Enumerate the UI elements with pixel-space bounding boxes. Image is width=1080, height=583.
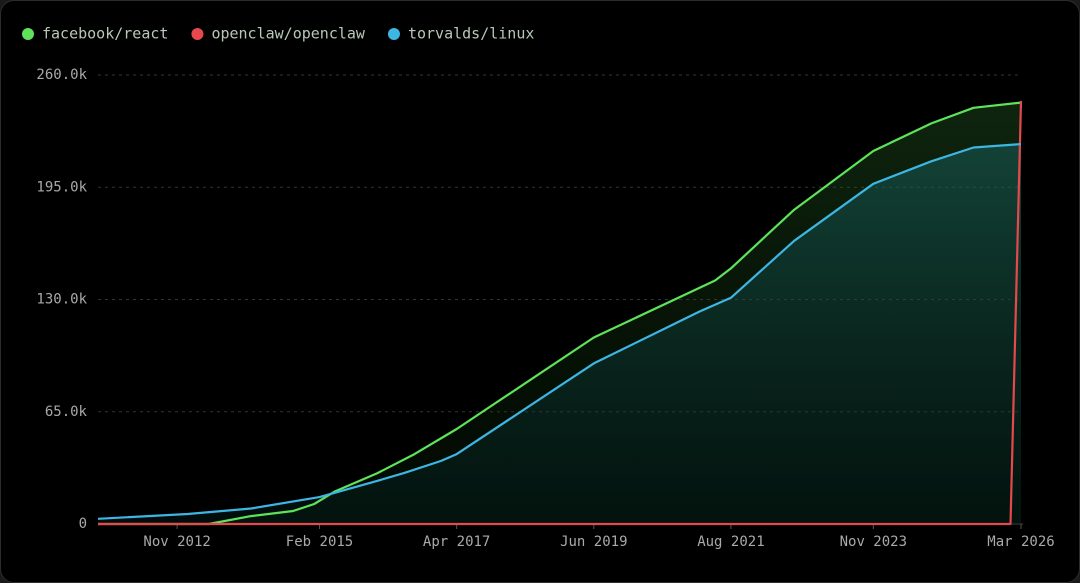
line — [97, 143, 1022, 520]
x-tick-label: Jun 2019 — [560, 534, 627, 550]
legend-marker — [387, 28, 400, 40]
y-tick-label: 195.0k — [36, 179, 87, 195]
x-tick-label: Nov 2012 — [143, 534, 210, 550]
y-tick-label: 65.0k — [45, 404, 88, 420]
line — [98, 101, 1022, 526]
area — [98, 144, 1021, 524]
x-tick-label: Feb 2015 — [286, 534, 353, 550]
y-tick-label: 260.0k — [36, 67, 87, 83]
line — [98, 100, 1023, 526]
x-tick-label: Mar 2026 — [987, 534, 1054, 550]
y-tick-label: 130.0k — [36, 292, 87, 308]
x-tick-label: Nov 2023 — [840, 534, 907, 550]
legend-label: openclaw/openclaw — [211, 25, 365, 43]
x-tick-label: Apr 2017 — [423, 534, 490, 550]
legend-marker — [22, 28, 34, 40]
x-tick-label: Aug 2021 — [697, 534, 764, 550]
legend-label: torvalds/linux — [408, 25, 534, 43]
legend-marker — [191, 28, 204, 40]
legend-label: facebook/react — [42, 25, 168, 43]
y-tick-label: 0 — [79, 516, 87, 532]
